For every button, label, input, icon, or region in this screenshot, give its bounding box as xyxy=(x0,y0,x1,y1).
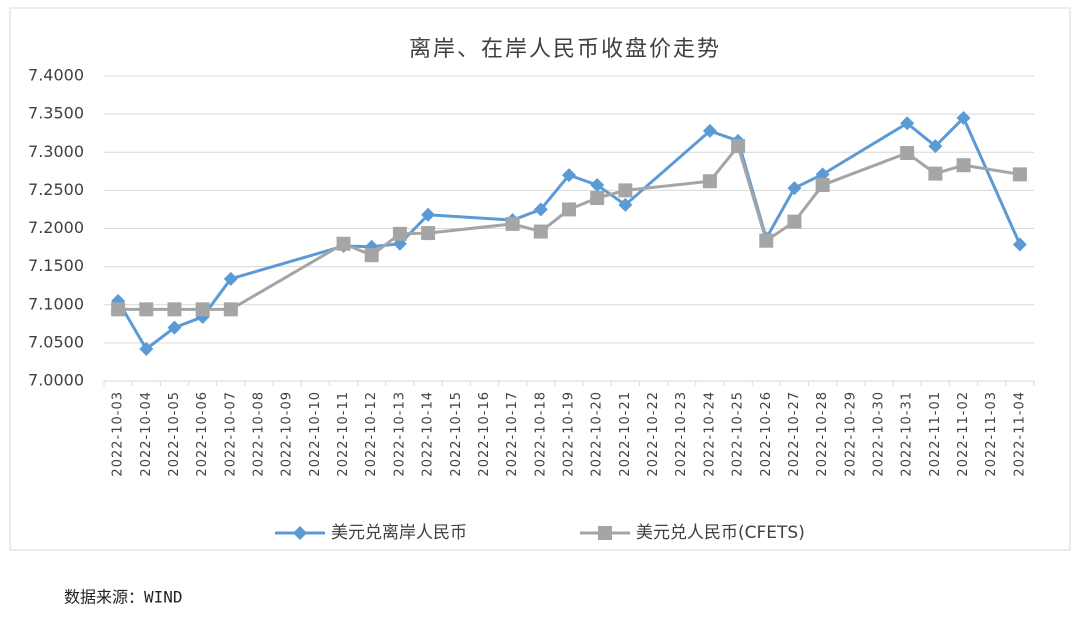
x-tick-label: 2022-10-04 xyxy=(139,391,154,477)
point-marker xyxy=(139,302,154,317)
x-tick-label: 2022-10-24 xyxy=(702,391,717,477)
point-marker xyxy=(1012,167,1027,182)
x-tick-label: 2022-11-03 xyxy=(984,391,999,477)
point-marker xyxy=(111,302,126,317)
x-tick-label: 2022-10-19 xyxy=(562,391,577,477)
point-marker xyxy=(787,181,802,196)
legend-label: 美元兑离岸人民币 xyxy=(331,523,467,543)
point-marker xyxy=(195,302,210,317)
x-tick-label: 2022-10-22 xyxy=(646,391,661,477)
point-marker xyxy=(928,139,943,154)
x-tick-label: 2022-10-08 xyxy=(252,391,267,477)
legend-marker xyxy=(598,526,612,540)
y-tick-label: 7.0500 xyxy=(28,332,84,351)
point-marker xyxy=(815,178,830,193)
x-tick-label: 2022-10-06 xyxy=(195,391,210,477)
x-tick-label: 2022-10-12 xyxy=(364,391,379,477)
point-marker xyxy=(336,236,351,251)
point-marker xyxy=(928,166,943,181)
y-tick-label: 7.2000 xyxy=(28,218,84,237)
chart-title: 离岸、在岸人民币收盘价走势 xyxy=(409,37,721,62)
x-tick-label: 2022-10-07 xyxy=(223,391,238,477)
point-marker xyxy=(900,146,915,161)
point-marker xyxy=(562,202,576,217)
x-tick-label: 2022-11-04 xyxy=(1012,391,1027,477)
point-marker xyxy=(702,123,717,138)
point-marker xyxy=(421,207,436,222)
x-tick-label: 2022-10-26 xyxy=(759,391,774,477)
point-marker xyxy=(505,216,520,231)
point-marker xyxy=(167,302,182,317)
y-tick-label: 7.3500 xyxy=(28,104,84,123)
point-marker xyxy=(815,167,830,182)
point-marker xyxy=(590,191,605,205)
x-tick-label: 2022-10-13 xyxy=(392,391,407,477)
x-tick-label: 2022-11-01 xyxy=(928,391,943,477)
legend-label: 美元兑人民币(CFETS) xyxy=(636,523,805,543)
x-tick-label: 2022-10-28 xyxy=(815,391,830,477)
x-tick-label: 2022-10-03 xyxy=(111,391,126,477)
x-tick-label: 2022-10-29 xyxy=(843,391,858,477)
point-marker xyxy=(590,178,605,193)
x-tick-label: 2022-10-23 xyxy=(674,391,689,477)
x-tick-label: 2022-10-09 xyxy=(280,391,295,477)
x-tick-label: 2022-10-27 xyxy=(787,391,802,477)
point-marker xyxy=(533,202,548,217)
x-tick-label: 2022-10-16 xyxy=(477,391,492,477)
point-marker xyxy=(223,271,238,286)
legend-marker xyxy=(293,526,307,540)
point-marker xyxy=(731,139,746,154)
point-marker xyxy=(900,116,915,131)
x-tick-label: 2022-10-18 xyxy=(533,391,548,477)
point-marker xyxy=(223,302,238,317)
y-tick-label: 7.2500 xyxy=(28,180,84,199)
x-tick-label: 2022-10-21 xyxy=(618,391,633,477)
chart-frame xyxy=(9,7,1071,551)
y-tick-label: 7.1500 xyxy=(28,256,84,275)
point-marker xyxy=(618,197,633,212)
point-marker xyxy=(702,174,717,189)
point-marker xyxy=(533,224,548,239)
y-tick-label: 7.1000 xyxy=(28,294,84,313)
x-tick-label: 2022-10-10 xyxy=(308,391,323,477)
x-tick-label: 2022-10-25 xyxy=(731,391,746,477)
point-marker xyxy=(759,233,774,248)
point-marker xyxy=(167,320,182,335)
point-marker xyxy=(787,214,802,229)
point-marker xyxy=(139,341,154,356)
point-marker xyxy=(1012,237,1027,252)
point-marker xyxy=(618,183,633,198)
x-tick-label: 2022-10-30 xyxy=(872,391,887,477)
x-tick-label: 2022-10-05 xyxy=(167,391,182,477)
y-tick-label: 7.4000 xyxy=(28,66,84,85)
x-tick-label: 2022-10-15 xyxy=(449,391,464,477)
point-marker xyxy=(392,226,407,241)
x-tick-label: 2022-10-31 xyxy=(900,391,915,477)
x-tick-label: 2022-10-11 xyxy=(336,391,351,477)
source-note: 数据来源：WIND xyxy=(64,588,183,607)
point-marker xyxy=(364,248,379,263)
x-tick-label: 2022-10-17 xyxy=(505,391,520,477)
x-tick-label: 2022-10-20 xyxy=(590,391,605,477)
x-tick-label: 2022-10-14 xyxy=(421,391,436,477)
point-marker xyxy=(562,168,576,183)
point-marker xyxy=(956,110,971,125)
y-tick-label: 7.3000 xyxy=(28,142,84,161)
point-marker xyxy=(421,226,436,241)
y-tick-label: 7.0000 xyxy=(28,371,84,390)
point-marker xyxy=(956,158,971,173)
x-tick-label: 2022-11-02 xyxy=(956,391,971,477)
